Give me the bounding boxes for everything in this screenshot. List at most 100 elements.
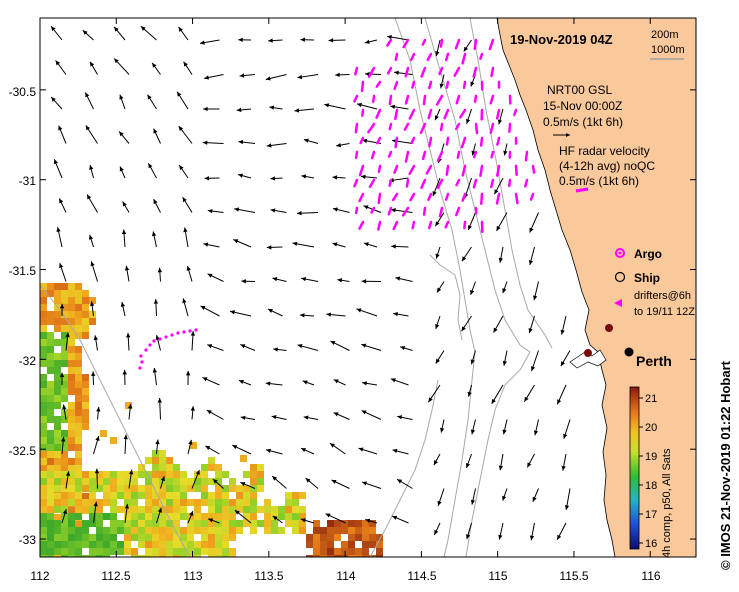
hf-radar-arrow — [489, 122, 495, 134]
sst-cell — [229, 499, 236, 506]
hf-radar-arrow — [461, 164, 467, 177]
sst-cell — [47, 485, 54, 492]
hf-radar-arrow — [472, 150, 478, 159]
sst-cell — [131, 471, 138, 478]
sst-cell — [117, 527, 124, 534]
hf-radar-arrow — [508, 178, 512, 188]
sst-cell — [82, 471, 89, 478]
lon-label: 114 — [336, 569, 355, 583]
sst-cell — [166, 457, 173, 464]
sst-cell — [131, 534, 138, 541]
sst-cell — [82, 388, 89, 395]
sst-cell — [54, 534, 61, 541]
perth-marker — [624, 347, 634, 357]
model-arrow — [498, 522, 504, 540]
sst-cell — [187, 527, 194, 534]
sst-cell — [229, 513, 236, 520]
sst-cell — [68, 311, 75, 318]
model-arrow — [436, 281, 445, 293]
hf-legend-title: HF radar velocity — [559, 144, 650, 158]
model-arrow — [236, 107, 252, 113]
colorbar-tick-label: 18 — [645, 480, 657, 492]
sst-cell — [75, 374, 82, 381]
sst-cell — [110, 520, 117, 527]
sst-cell — [82, 374, 89, 381]
hf-radar-arrow — [473, 38, 478, 51]
model-current-arrows — [50, 25, 571, 541]
sst-cell — [75, 423, 82, 430]
sst-cell — [61, 430, 68, 437]
sst-cell — [82, 304, 89, 311]
hf-radar-arrow — [456, 150, 461, 159]
sst-cell — [229, 548, 236, 555]
drifter-icon — [614, 299, 622, 307]
sst-cell — [166, 534, 173, 541]
sst-cell — [180, 471, 187, 478]
sst-cell — [47, 458, 54, 465]
hf-radar-arrow — [367, 122, 376, 134]
model-arrow — [113, 58, 130, 75]
sst-cell — [215, 555, 222, 557]
hf-radar-arrow — [460, 136, 467, 149]
sst-cell — [82, 499, 89, 506]
sst-cell — [334, 548, 341, 555]
hf-radar-arrow — [358, 192, 365, 203]
model-arrow — [526, 453, 535, 468]
hf-radar-arrow — [409, 52, 416, 62]
sst-cell — [61, 395, 68, 402]
sst-cell — [152, 513, 159, 520]
model-arrow — [178, 125, 193, 144]
sst-cell — [54, 458, 61, 465]
sst-cell — [243, 471, 250, 478]
sst-cell — [264, 520, 271, 527]
sst-cell — [194, 548, 201, 555]
hf-scale-arrow — [575, 187, 589, 193]
model-arrow — [55, 60, 67, 75]
sst-cell — [54, 437, 61, 444]
sst-cell — [215, 485, 222, 492]
sst-cell — [47, 548, 54, 555]
sst-cell — [250, 499, 257, 506]
model-arrow — [361, 279, 382, 284]
sst-cell — [75, 402, 82, 409]
sst-cell — [320, 527, 327, 534]
sst-cell — [61, 471, 68, 478]
sst-cell — [166, 478, 173, 485]
colorbar-tick-label: 16 — [645, 538, 657, 550]
sst-cell — [145, 506, 152, 513]
sst-cell — [187, 548, 194, 555]
model-arrow — [200, 305, 220, 317]
model-arrow — [564, 488, 571, 511]
sst-cell — [61, 360, 68, 367]
sst-cell — [61, 506, 68, 513]
map-frame — [39, 17, 697, 558]
model-arrow — [273, 347, 287, 352]
sst-cell — [173, 513, 180, 520]
sst-cell — [145, 471, 152, 478]
hf-radar-arrow — [377, 192, 382, 205]
sst-cell — [47, 395, 54, 402]
city-label-perth: Perth — [636, 353, 672, 369]
sst-cell — [320, 548, 327, 555]
hf-radar-arrow — [401, 206, 410, 217]
sst-cell — [75, 499, 82, 506]
hf-radar-arrow — [394, 52, 399, 62]
hf-radar-arrow — [455, 178, 461, 187]
sst-cell — [166, 471, 173, 478]
model-arrow — [206, 409, 224, 420]
sst-cell — [89, 318, 96, 325]
model-arrow — [239, 73, 256, 78]
hf-radar-arrow — [388, 178, 393, 187]
sst-cell — [215, 527, 222, 534]
sst-cell — [61, 290, 68, 297]
sst-cell — [82, 311, 89, 318]
sst-cell — [47, 388, 54, 395]
model-arrow — [300, 447, 315, 455]
model-arrow — [333, 412, 350, 420]
sst-cell — [68, 416, 75, 423]
hf-radar-arrow — [361, 108, 365, 117]
model-arrow — [182, 298, 189, 317]
sst-cell — [100, 430, 107, 437]
sst-cell — [215, 541, 222, 548]
hf-radar-arrow — [436, 150, 444, 162]
